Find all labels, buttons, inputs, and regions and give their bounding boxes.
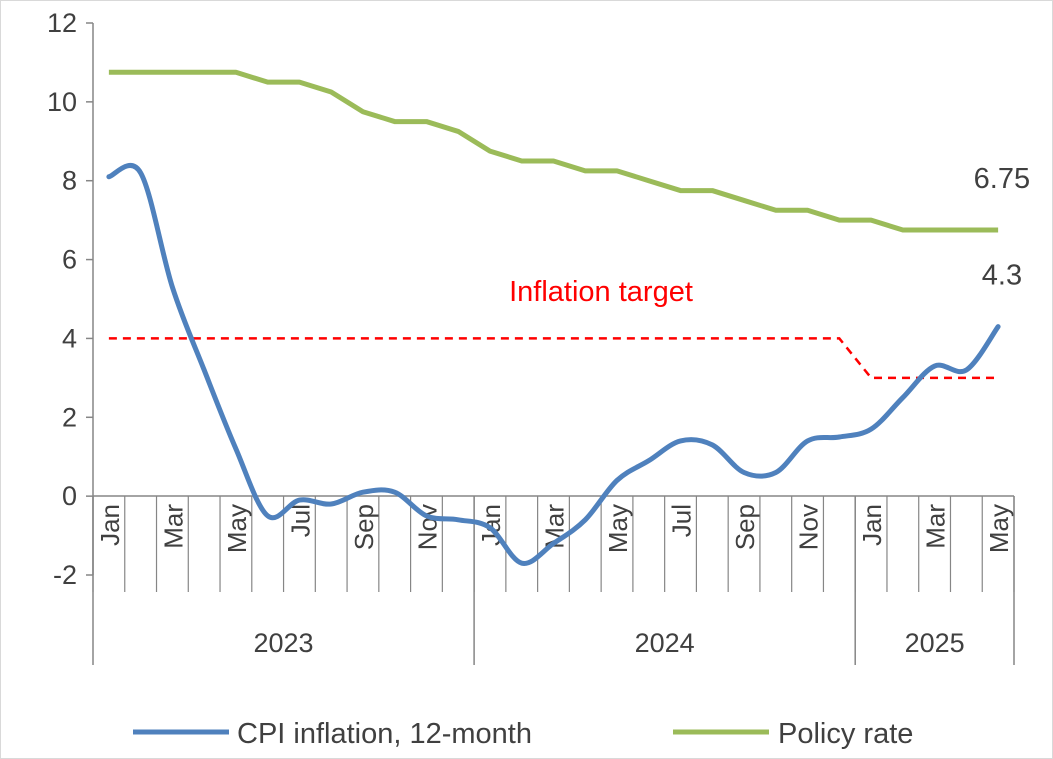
x-tick-label: Sep — [730, 504, 760, 550]
y-tick-label: 10 — [47, 87, 77, 117]
inflation-target-line — [108, 337, 999, 380]
policy-rate-line — [108, 69, 999, 233]
y-tick-label: 4 — [62, 323, 77, 353]
x-tick-label: Jul — [285, 504, 315, 537]
x-tick-label: Mar — [158, 504, 188, 549]
axes: -2 0 2 4 6 8 10 12 Jan Mar May Jul Sep Nov Jan Mar May Ju… — [47, 8, 1015, 665]
x-tick-label: Nov — [794, 504, 824, 550]
year-group-label: 2023 — [254, 628, 314, 658]
legend-label-policy-rate: Policy rate — [778, 718, 913, 750]
inflation-target-series — [108, 337, 999, 380]
policy-rate-end-label: 6.75 — [974, 163, 1030, 195]
cpi-inflation-line — [106, 163, 1001, 566]
cpi-end-label: 4.3 — [982, 260, 1022, 292]
inflation-target-label: Inflation target — [509, 276, 693, 308]
y-tick-label: 12 — [47, 8, 77, 38]
x-tick-label: May — [603, 504, 633, 553]
x-tick-label: Mar — [921, 504, 951, 549]
y-tick-label: 6 — [62, 245, 77, 275]
year-group-label: 2025 — [905, 628, 965, 658]
legend: CPI inflation, 12-month Policy rate — [133, 718, 913, 750]
annotations: Inflation target 6.75 4.3 — [509, 163, 1030, 308]
x-tick-label: May — [222, 504, 252, 553]
y-tick-label: 8 — [62, 166, 77, 196]
data-series — [106, 69, 1001, 566]
x-tick-label: May — [984, 504, 1014, 553]
legend-label-cpi: CPI inflation, 12-month — [237, 718, 532, 750]
x-tick-label: Jul — [667, 504, 697, 537]
x-tick-label: Sep — [349, 504, 379, 550]
y-tick-label: 0 — [62, 481, 77, 511]
y-tick-label: 2 — [62, 402, 77, 432]
x-tick-label: Jan — [857, 504, 887, 546]
y-tick-label: -2 — [53, 560, 77, 590]
x-tick-label: Jan — [95, 504, 125, 546]
year-group-label: 2024 — [635, 628, 695, 658]
